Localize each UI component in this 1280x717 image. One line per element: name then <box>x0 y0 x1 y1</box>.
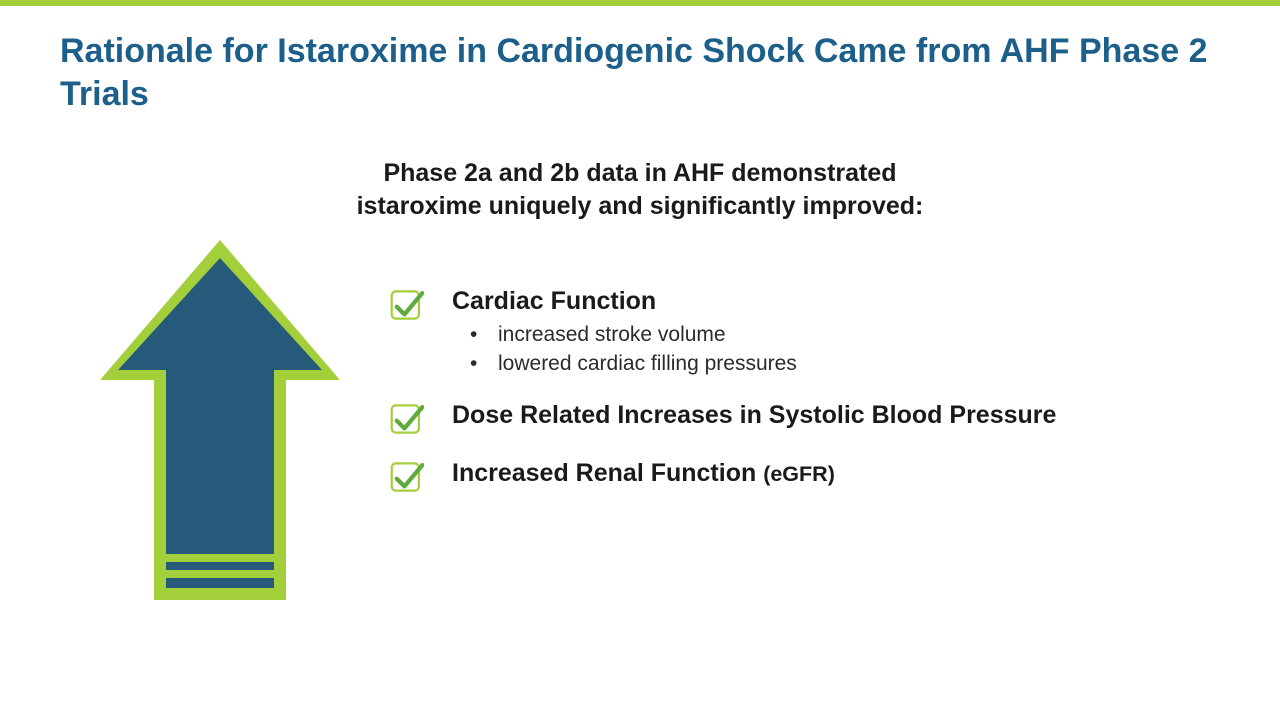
benefit-list: Cardiac Function increased stroke volume… <box>340 240 1280 516</box>
slide-subtitle: Phase 2a and 2b data in AHF demonstrated… <box>0 157 1280 222</box>
list-item: Increased Renal Function (eGFR) <box>390 458 1280 494</box>
item-title: Increased Renal Function (eGFR) <box>452 458 1092 489</box>
list-item: Cardiac Function increased stroke volume… <box>390 286 1280 378</box>
up-arrow-icon <box>100 240 340 600</box>
content-row: Cardiac Function increased stroke volume… <box>0 240 1280 600</box>
item-title: Cardiac Function <box>452 286 1092 317</box>
list-item: Dose Related Increases in Systolic Blood… <box>390 400 1280 436</box>
item-title: Dose Related Increases in Systolic Blood… <box>452 400 1092 431</box>
checkmark-icon <box>390 402 424 436</box>
subtitle-line-2: istaroxime uniquely and significantly im… <box>357 192 924 220</box>
slide-title: Rationale for Istaroxime in Cardiogenic … <box>0 6 1280 115</box>
sub-bullet: lowered cardiac filling pressures <box>470 350 1092 378</box>
checkmark-icon <box>390 460 424 494</box>
subtitle-line-1: Phase 2a and 2b data in AHF demonstrated <box>383 159 896 187</box>
checkmark-icon <box>390 288 424 322</box>
sub-bullet: increased stroke volume <box>470 321 1092 349</box>
